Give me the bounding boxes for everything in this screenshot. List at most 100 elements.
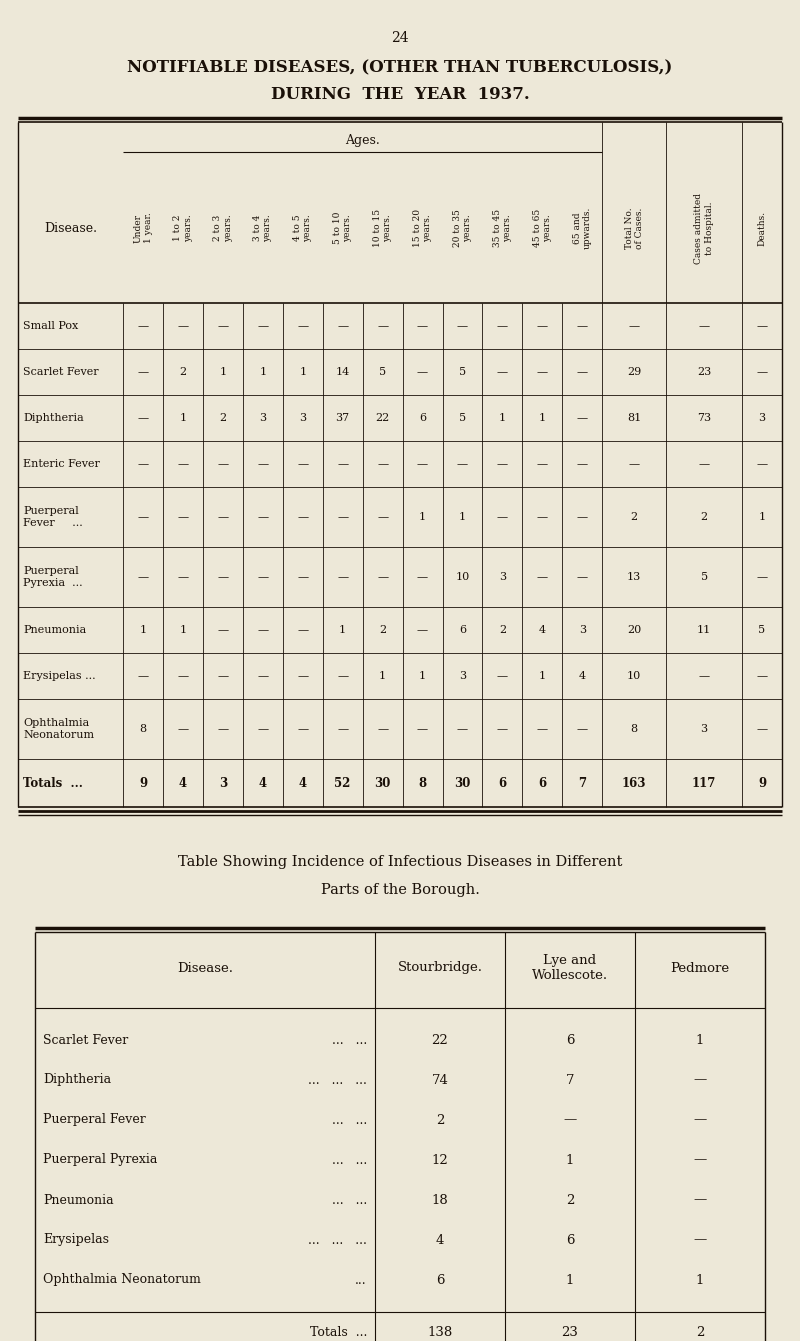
Text: Parts of the Borough.: Parts of the Borough. [321,882,479,897]
Text: —: — [138,512,149,522]
Text: —: — [577,367,588,377]
Text: —: — [577,320,588,331]
Text: —: — [577,724,588,734]
Text: —: — [497,512,508,522]
Text: 2: 2 [219,413,226,422]
Text: —: — [178,459,189,469]
Text: 1: 1 [179,625,186,636]
Text: 1: 1 [539,670,546,681]
Text: —: — [138,573,149,582]
Text: —: — [337,320,348,331]
Text: Puerperal
Pyrexia  ...: Puerperal Pyrexia ... [23,566,82,587]
Text: —: — [757,459,767,469]
Text: ...   ...: ... ... [332,1153,367,1167]
Text: —: — [138,367,149,377]
Text: ...   ...: ... ... [332,1113,367,1126]
Text: 1: 1 [379,670,386,681]
Text: 2: 2 [436,1113,444,1126]
Text: 3: 3 [701,724,708,734]
Text: Cases admitted
to Hospital.: Cases admitted to Hospital. [694,193,714,263]
Text: —: — [138,320,149,331]
Text: NOTIFIABLE DISEASES, (OTHER THAN TUBERCULOSIS,): NOTIFIABLE DISEASES, (OTHER THAN TUBERCU… [127,59,673,76]
Text: 4: 4 [298,776,306,790]
Text: 2: 2 [696,1325,704,1338]
Text: Diphtheria: Diphtheria [23,413,84,422]
Text: —: — [694,1074,706,1086]
Text: 3: 3 [459,670,466,681]
Text: —: — [297,724,308,734]
Text: 45 to 65
years.: 45 to 65 years. [533,209,552,247]
Text: —: — [537,573,548,582]
Text: 23: 23 [697,367,711,377]
Text: 2: 2 [630,512,638,522]
Text: —: — [178,512,189,522]
Text: —: — [337,724,348,734]
Text: Enteric Fever: Enteric Fever [23,459,100,469]
Text: 14: 14 [335,367,350,377]
Text: —: — [694,1153,706,1167]
Text: 9: 9 [758,776,766,790]
Text: 22: 22 [432,1034,448,1046]
Text: 4: 4 [436,1234,444,1247]
Text: —: — [577,512,588,522]
Text: 2: 2 [499,625,506,636]
Text: —: — [218,625,229,636]
Text: 52: 52 [334,776,351,790]
Text: —: — [297,670,308,681]
Text: 73: 73 [697,413,711,422]
Text: —: — [629,320,640,331]
Text: —: — [497,367,508,377]
Text: 3: 3 [299,413,306,422]
Text: 10: 10 [627,670,642,681]
Text: Puerperal Pyrexia: Puerperal Pyrexia [43,1153,158,1167]
Text: Scarlet Fever: Scarlet Fever [43,1034,128,1046]
Text: —: — [218,512,229,522]
Text: —: — [457,724,468,734]
Text: 7: 7 [566,1074,574,1086]
Text: —: — [258,512,268,522]
Text: —: — [178,320,189,331]
Text: —: — [417,320,428,331]
Text: —: — [297,512,308,522]
Text: —: — [337,512,348,522]
Text: —: — [629,459,640,469]
Text: 4 to 5
years.: 4 to 5 years. [293,215,313,241]
Text: 4: 4 [539,625,546,636]
Text: 9: 9 [139,776,147,790]
Text: —: — [694,1234,706,1247]
Text: 74: 74 [431,1074,449,1086]
Text: Disease.: Disease. [177,961,233,975]
Text: 1: 1 [696,1034,704,1046]
Text: Under
1 year.: Under 1 year. [134,213,153,243]
Text: 30: 30 [374,776,390,790]
Text: —: — [377,573,388,582]
Text: —: — [258,459,268,469]
Text: 4: 4 [258,776,267,790]
Text: —: — [297,573,308,582]
Text: 1: 1 [539,413,546,422]
Text: 5: 5 [379,367,386,377]
Text: —: — [258,320,268,331]
Text: —: — [258,724,268,734]
Text: Totals  ...: Totals ... [310,1325,367,1338]
Text: —: — [698,670,710,681]
Text: Erysipelas: Erysipelas [43,1234,109,1247]
Text: 6: 6 [566,1234,574,1247]
Text: 5: 5 [701,573,708,582]
Text: 1: 1 [419,670,426,681]
Text: 23: 23 [562,1325,578,1338]
Text: 3: 3 [578,625,586,636]
Text: 15 to 20
years.: 15 to 20 years. [413,209,432,247]
Text: —: — [178,573,189,582]
Text: —: — [757,573,767,582]
Text: 1: 1 [566,1153,574,1167]
Text: —: — [297,459,308,469]
Text: —: — [757,320,767,331]
Text: ...: ... [355,1274,367,1286]
Text: 22: 22 [375,413,390,422]
Text: 29: 29 [627,367,642,377]
Text: 1: 1 [419,512,426,522]
Text: 1: 1 [139,625,146,636]
Text: 1: 1 [299,367,306,377]
Text: 3: 3 [218,776,227,790]
